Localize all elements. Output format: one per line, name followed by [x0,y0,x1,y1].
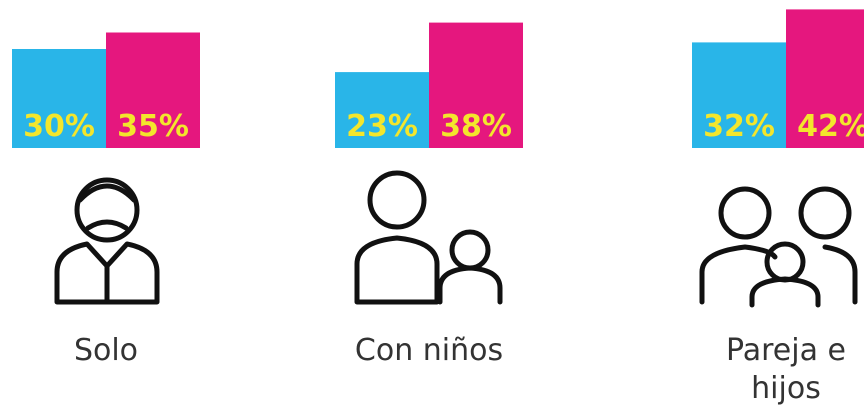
icon-pareja-hijos [699,186,858,308]
value-label: 30% [23,109,95,144]
bar [106,32,200,148]
value-label: 32% [703,109,775,144]
bar [429,22,523,149]
bar [12,49,106,148]
category-label: Pareja e hijos [726,333,846,406]
icon-solo [54,177,160,305]
value-label: 35% [117,109,189,144]
value-label: 42% [797,109,864,144]
bar [692,42,786,148]
bar [786,9,864,149]
value-label: 38% [440,109,512,144]
icon-con-ninos [354,170,503,305]
category-label: Con niños [354,333,504,368]
bar [335,72,429,148]
category-label: Solo [73,333,139,368]
value-label: 23% [346,109,418,144]
